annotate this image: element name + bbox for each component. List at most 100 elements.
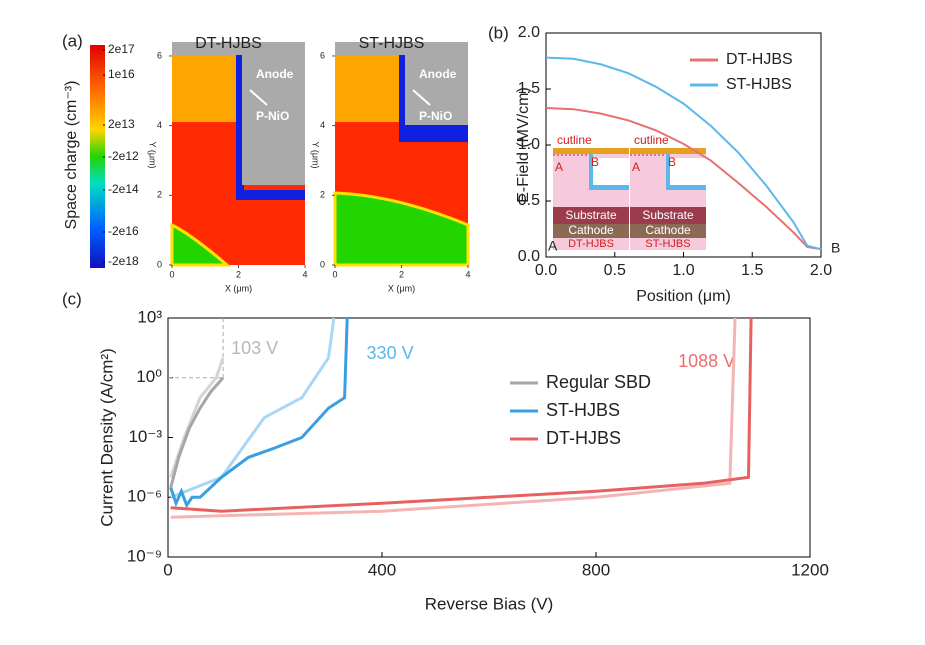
inset-cathode-label: Cathode bbox=[645, 223, 691, 237]
inset-a: A bbox=[632, 160, 640, 174]
legend-label: Regular SBD bbox=[546, 372, 651, 392]
y-tick-label: 10⁻⁶ bbox=[127, 487, 162, 506]
y-axis-label: Y (μm) bbox=[148, 141, 158, 168]
x-axis-label: Reverse Bias (V) bbox=[425, 594, 553, 613]
series-line bbox=[170, 317, 753, 513]
inset-substrate bbox=[553, 207, 629, 224]
inset-b: B bbox=[591, 155, 599, 169]
region-p bbox=[172, 55, 237, 122]
legend-label: DT-HJBS bbox=[726, 51, 793, 68]
inset-substrate-label: Substrate bbox=[565, 208, 617, 222]
x-tick-label: 0.0 bbox=[535, 262, 557, 279]
point-a: A bbox=[548, 238, 558, 254]
x-tick-label: 4 bbox=[302, 269, 307, 279]
series-line bbox=[169, 317, 349, 509]
annotation: 1088 V bbox=[678, 351, 735, 371]
series-line bbox=[170, 317, 737, 519]
top-strip bbox=[172, 42, 305, 55]
inset-anode bbox=[591, 158, 629, 188]
anode bbox=[242, 42, 305, 185]
y-axis-label: Y (μm) bbox=[311, 141, 321, 168]
x-axis-label: Position (μm) bbox=[636, 288, 731, 305]
inset-metal bbox=[553, 148, 629, 154]
top-strip bbox=[335, 42, 468, 55]
y-tick-label: 1.0 bbox=[518, 136, 540, 153]
colorbar-tick-label: 2e17 bbox=[108, 42, 135, 56]
y-tick-label: 2 bbox=[157, 190, 162, 200]
colorbar-tick-label: -2e16 bbox=[108, 224, 139, 238]
panel-label: (b) bbox=[488, 23, 509, 42]
y-tick-label: 2.0 bbox=[518, 24, 540, 41]
inset-title: ST-HJBS bbox=[645, 238, 690, 250]
inset-metal bbox=[630, 148, 706, 154]
inset-cathode bbox=[630, 224, 706, 238]
y-axis-label: Current Density (A/cm²) bbox=[97, 348, 116, 527]
y-tick-label: 2 bbox=[320, 190, 325, 200]
series-line bbox=[545, 56, 822, 251]
x-tick-label: 0 bbox=[169, 269, 174, 279]
x-tick-label: 2 bbox=[236, 269, 241, 279]
inset-layer bbox=[589, 154, 629, 190]
y-tick-label: 10³ bbox=[137, 307, 162, 326]
y-tick-label: 10⁰ bbox=[136, 367, 162, 386]
point-b: B bbox=[831, 240, 840, 256]
colorbar bbox=[90, 45, 105, 268]
colorbar-tick-label: 2e13 bbox=[108, 117, 135, 131]
x-tick-label: 4 bbox=[465, 269, 470, 279]
panel-label: (a) bbox=[62, 31, 83, 50]
colorbar-tick-label: 1e16 bbox=[108, 67, 135, 81]
inset-anode bbox=[668, 158, 706, 188]
x-tick-label: 800 bbox=[582, 560, 610, 579]
y-tick-label: 10⁻³ bbox=[128, 427, 162, 446]
y-tick-label: 4 bbox=[320, 120, 325, 130]
y-tick-label: 10⁻⁹ bbox=[127, 546, 162, 565]
y-tick-label: 0.0 bbox=[518, 248, 540, 265]
x-axis-label: X (μm) bbox=[388, 283, 415, 293]
series-line bbox=[545, 107, 822, 251]
x-tick-label: 0 bbox=[163, 560, 172, 579]
colorbar-tick-label: -2e12 bbox=[108, 149, 139, 163]
inset-layer bbox=[666, 154, 706, 190]
x-tick-label: 400 bbox=[368, 560, 396, 579]
region-n bbox=[170, 222, 232, 267]
legend-label: ST-HJBS bbox=[546, 400, 620, 420]
arrow bbox=[412, 89, 431, 106]
annotation: 330 V bbox=[367, 343, 414, 363]
inset-cathode-label: Cathode bbox=[568, 223, 614, 237]
x-tick-label: 0 bbox=[332, 269, 337, 279]
y-tick-label: 0 bbox=[157, 259, 162, 269]
inset-cathode bbox=[553, 224, 629, 238]
x-tick-label: 0.5 bbox=[604, 262, 626, 279]
x-axis-label: X (μm) bbox=[225, 283, 252, 293]
y-tick-label: 6 bbox=[157, 50, 162, 60]
anode bbox=[405, 42, 468, 125]
legend-label: ST-HJBS bbox=[726, 76, 792, 93]
layer-label: P-NiO bbox=[256, 109, 289, 123]
map-title: ST-HJBS bbox=[359, 35, 425, 52]
series-line bbox=[170, 317, 336, 499]
x-tick-label: 1.5 bbox=[741, 262, 763, 279]
inset-substrate-label: Substrate bbox=[642, 208, 694, 222]
inset-title: DT-HJBS bbox=[568, 238, 614, 250]
colorbar-tick-label: -2e14 bbox=[108, 182, 139, 196]
x-tick-label: 1.0 bbox=[672, 262, 694, 279]
y-tick-label: 4 bbox=[157, 120, 162, 130]
y-tick-label: 1.5 bbox=[518, 80, 540, 97]
inset-a: A bbox=[555, 160, 563, 174]
layer-label: P-NiO bbox=[419, 109, 452, 123]
anode-label: Anode bbox=[419, 67, 457, 81]
y-tick-label: 6 bbox=[320, 50, 325, 60]
anode-label: Anode bbox=[256, 67, 294, 81]
y-axis-label: E-Field (MV/cm) bbox=[515, 87, 532, 203]
inset-substrate bbox=[630, 207, 706, 224]
series-line bbox=[169, 376, 225, 489]
colorbar-label: Space charge (cm⁻³) bbox=[63, 81, 80, 230]
colorbar-tick-label: -2e18 bbox=[108, 254, 139, 268]
y-tick-label: 0.5 bbox=[518, 192, 540, 209]
arrow bbox=[249, 89, 268, 106]
y-tick-label: 0 bbox=[320, 259, 325, 269]
inset-b: B bbox=[668, 155, 676, 169]
region-n bbox=[333, 191, 470, 267]
annotation: 103 V bbox=[231, 338, 278, 358]
